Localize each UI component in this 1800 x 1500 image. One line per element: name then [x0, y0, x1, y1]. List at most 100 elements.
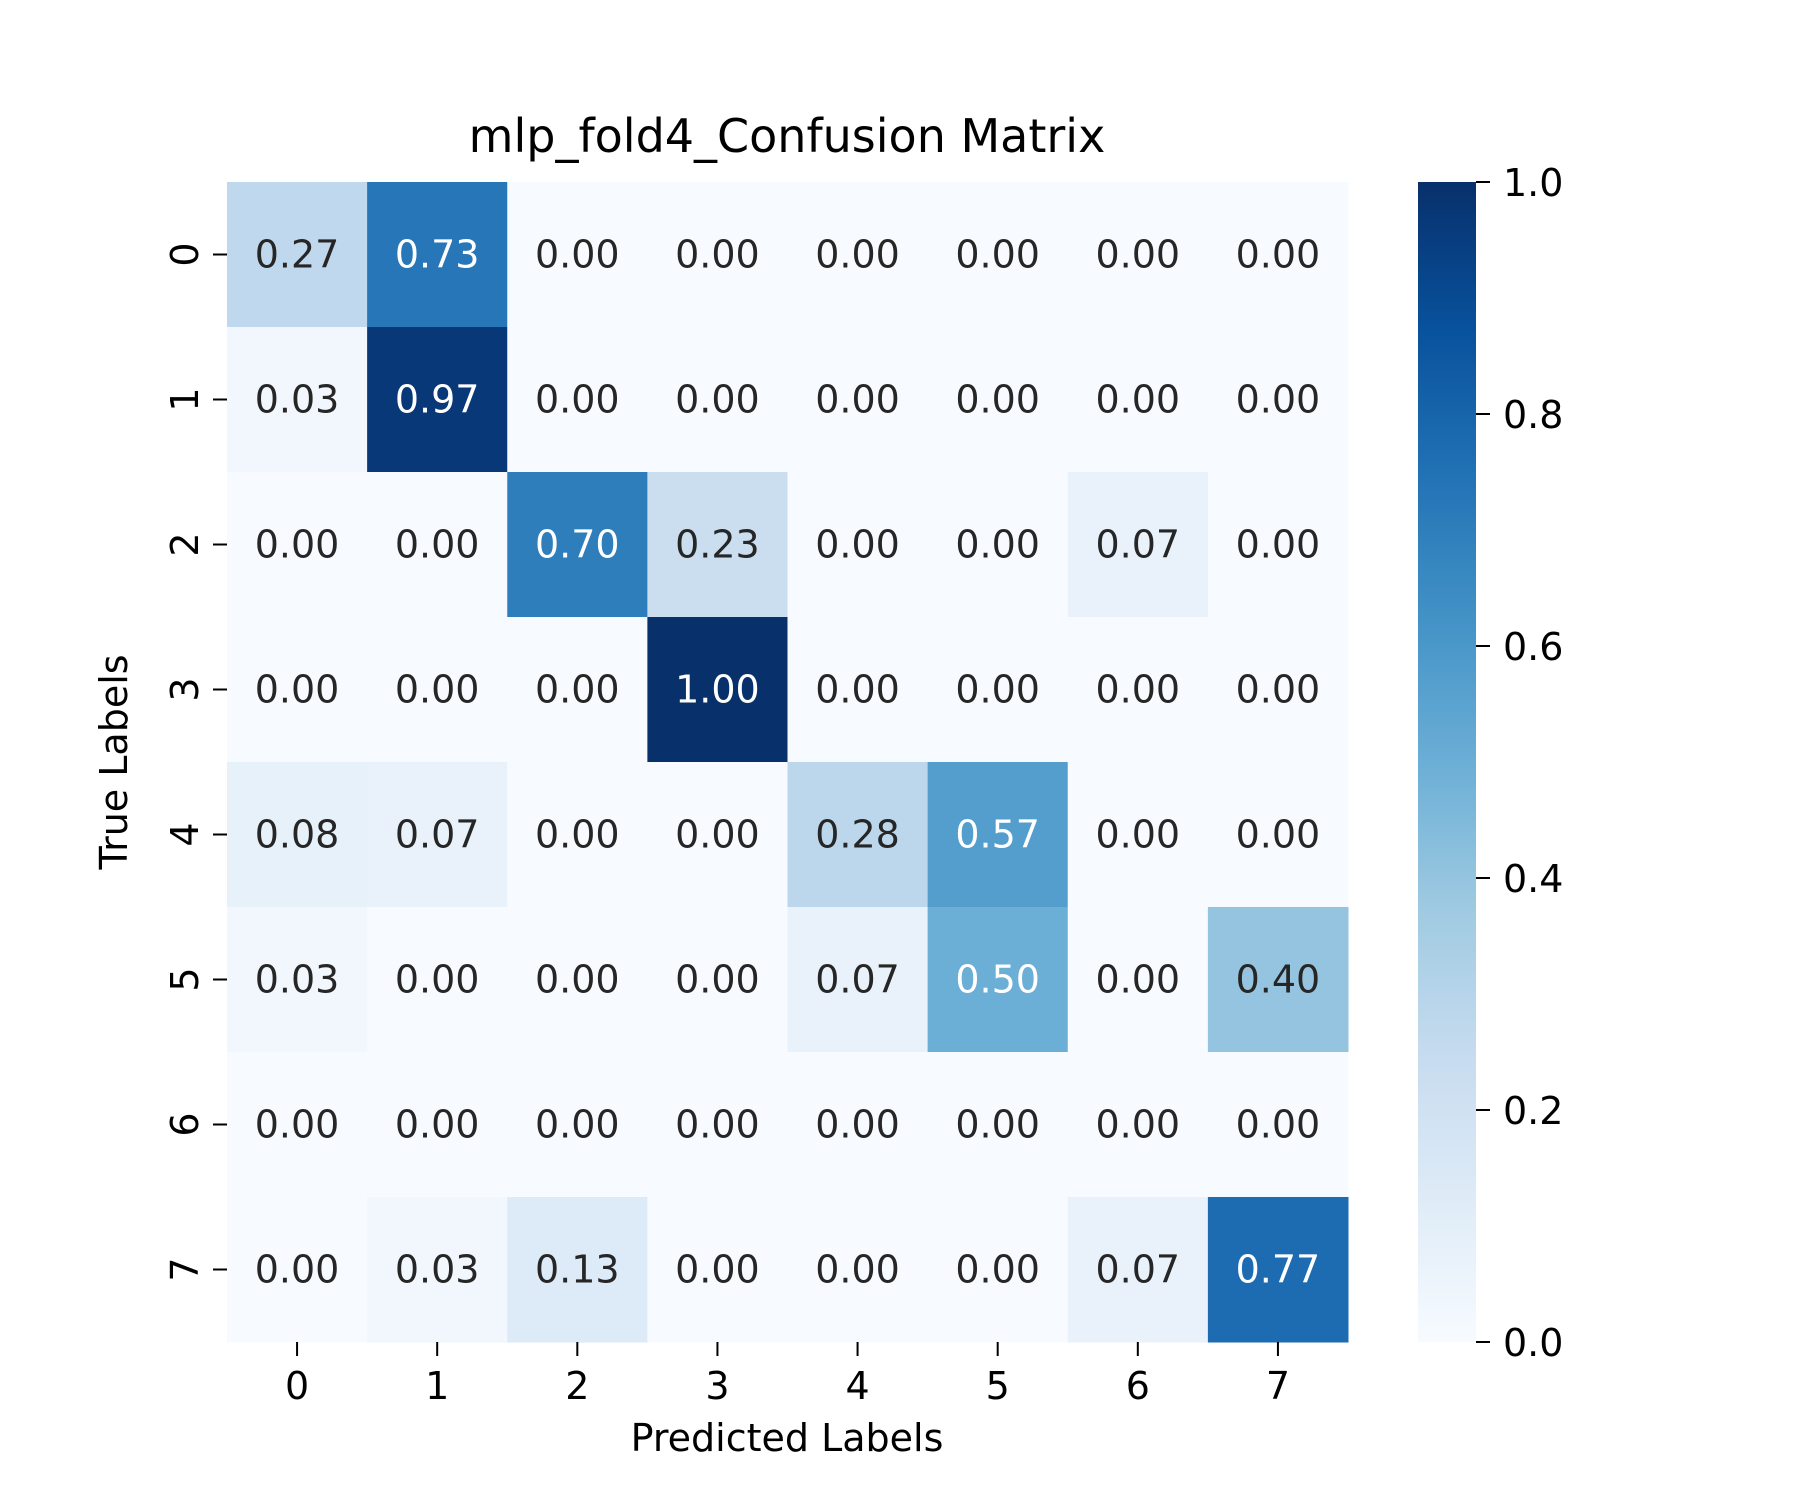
heatmap-cell [367, 907, 508, 1053]
colorbar-tick-label: 0.6 [1503, 625, 1563, 669]
heatmap-cell [1207, 1197, 1349, 1343]
cell-value-label: 0.57 [955, 813, 1040, 857]
heatmap-cell [647, 1197, 788, 1343]
heatmap-cell [927, 1052, 1069, 1198]
cell-value-label: 0.00 [1236, 233, 1321, 277]
heatmap-cell [647, 182, 788, 328]
heatmap-cell [507, 182, 648, 328]
cell-value-label: 0.00 [815, 1248, 900, 1292]
colorbar: 0.0 0.2 0.4 0.6 0.8 1.0 [1418, 161, 1563, 1365]
heatmap-cell [227, 1197, 368, 1343]
heatmap-cell [1067, 762, 1209, 908]
x-tick-label: 6 [1126, 1364, 1150, 1408]
heatmap-cell [927, 327, 1069, 473]
cell-value-label: 0.70 [535, 523, 620, 567]
heatmap-cell [1067, 472, 1209, 618]
cell-value-label: 1.00 [675, 668, 760, 712]
heatmap-cell [1207, 327, 1349, 473]
heatmap-cell [647, 762, 788, 908]
heatmap-cell [367, 762, 508, 908]
cell-value-label: 0.00 [815, 233, 900, 277]
x-axis-label: Predicted Labels [631, 1416, 944, 1460]
cell-value-label: 0.00 [815, 378, 900, 422]
cell-value-label: 0.00 [675, 1103, 760, 1147]
cell-value-label: 0.77 [1236, 1248, 1321, 1292]
cell-value-label: 0.00 [395, 668, 480, 712]
heatmap-cell [227, 327, 368, 473]
heatmap-cell [507, 1052, 648, 1198]
y-axis-label: True Labels [92, 654, 136, 870]
cell-value-label: 0.40 [1236, 958, 1321, 1002]
cell-value-label: 0.00 [255, 1248, 340, 1292]
heatmap-cell [227, 907, 368, 1053]
y-tick-label: 5 [163, 967, 207, 991]
cell-value-label: 0.00 [675, 233, 760, 277]
cell-value-label: 0.00 [1236, 1103, 1321, 1147]
cell-value-label: 0.00 [815, 523, 900, 567]
heatmap-cell [507, 472, 648, 618]
heatmap-cell [787, 762, 929, 908]
heatmap-cell [367, 1052, 508, 1198]
cell-value-label: 0.00 [535, 668, 620, 712]
heatmap-cell [227, 617, 368, 763]
cell-value-label: 0.00 [255, 523, 340, 567]
heatmap-cell [1067, 1052, 1209, 1198]
heatmap-cell [647, 1052, 788, 1198]
cell-value-label: 0.00 [675, 958, 760, 1002]
cell-value-label: 0.13 [535, 1248, 620, 1292]
x-tick-label: 1 [425, 1364, 449, 1408]
heatmap-cell [507, 762, 648, 908]
heatmap-cell [787, 617, 929, 763]
y-axis: 0 1 2 3 4 5 6 7 [163, 242, 227, 1282]
cell-value-label: 0.00 [1236, 668, 1321, 712]
cell-value-label: 0.27 [255, 233, 340, 277]
heatmap-cell [927, 1197, 1069, 1343]
cell-value-label: 0.50 [955, 958, 1040, 1002]
heatmap-cell [227, 1052, 368, 1198]
y-tick-label: 4 [163, 822, 207, 846]
heatmap-cell [1207, 907, 1349, 1053]
y-tick-label: 7 [163, 1257, 207, 1281]
heatmap-cell [927, 182, 1069, 328]
x-tick-label: 0 [285, 1364, 309, 1408]
cell-value-label: 0.00 [535, 233, 620, 277]
heatmap-cell [367, 182, 508, 328]
heatmap-cell [1207, 1052, 1349, 1198]
cell-value-label: 0.03 [255, 378, 340, 422]
cell-value-label: 0.00 [955, 1103, 1040, 1147]
cell-value-label: 0.00 [955, 523, 1040, 567]
heatmap-cell [647, 907, 788, 1053]
heatmap-cell [1067, 1197, 1209, 1343]
cell-value-label: 0.00 [675, 813, 760, 857]
cell-value-label: 0.03 [255, 958, 340, 1002]
cell-value-label: 0.00 [815, 668, 900, 712]
colorbar-tick-label: 0.2 [1503, 1089, 1563, 1133]
heatmap-cell [507, 907, 648, 1053]
colorbar-tick-label: 1.0 [1503, 161, 1563, 205]
cell-value-label: 0.00 [255, 668, 340, 712]
y-tick-label: 6 [163, 1112, 207, 1136]
cell-value-label: 0.07 [1096, 1248, 1181, 1292]
heatmap-cell [227, 762, 368, 908]
cell-value-label: 0.00 [395, 1103, 480, 1147]
heatmap-cell [1207, 762, 1349, 908]
heatmap-cell [1207, 617, 1349, 763]
y-tick-label: 3 [163, 677, 207, 701]
cell-value-label: 0.00 [1096, 668, 1181, 712]
cell-value-label: 0.23 [675, 523, 760, 567]
heatmap-cell [227, 472, 368, 618]
cell-value-label: 0.00 [1236, 813, 1321, 857]
chart-title: mlp_fold4_Confusion Matrix [469, 109, 1106, 163]
cell-value-label: 0.73 [395, 233, 480, 277]
colorbar-tick-label: 0.8 [1503, 393, 1563, 437]
heatmap-cell [787, 1197, 929, 1343]
cell-value-label: 0.00 [1096, 813, 1181, 857]
cell-value-label: 0.08 [255, 813, 340, 857]
heatmap-cell [507, 327, 648, 473]
heatmap-cell [927, 617, 1069, 763]
cell-value-label: 0.00 [955, 378, 1040, 422]
heatmap-cell [367, 472, 508, 618]
cell-value-label: 0.00 [955, 668, 1040, 712]
y-tick-label: 2 [163, 532, 207, 556]
